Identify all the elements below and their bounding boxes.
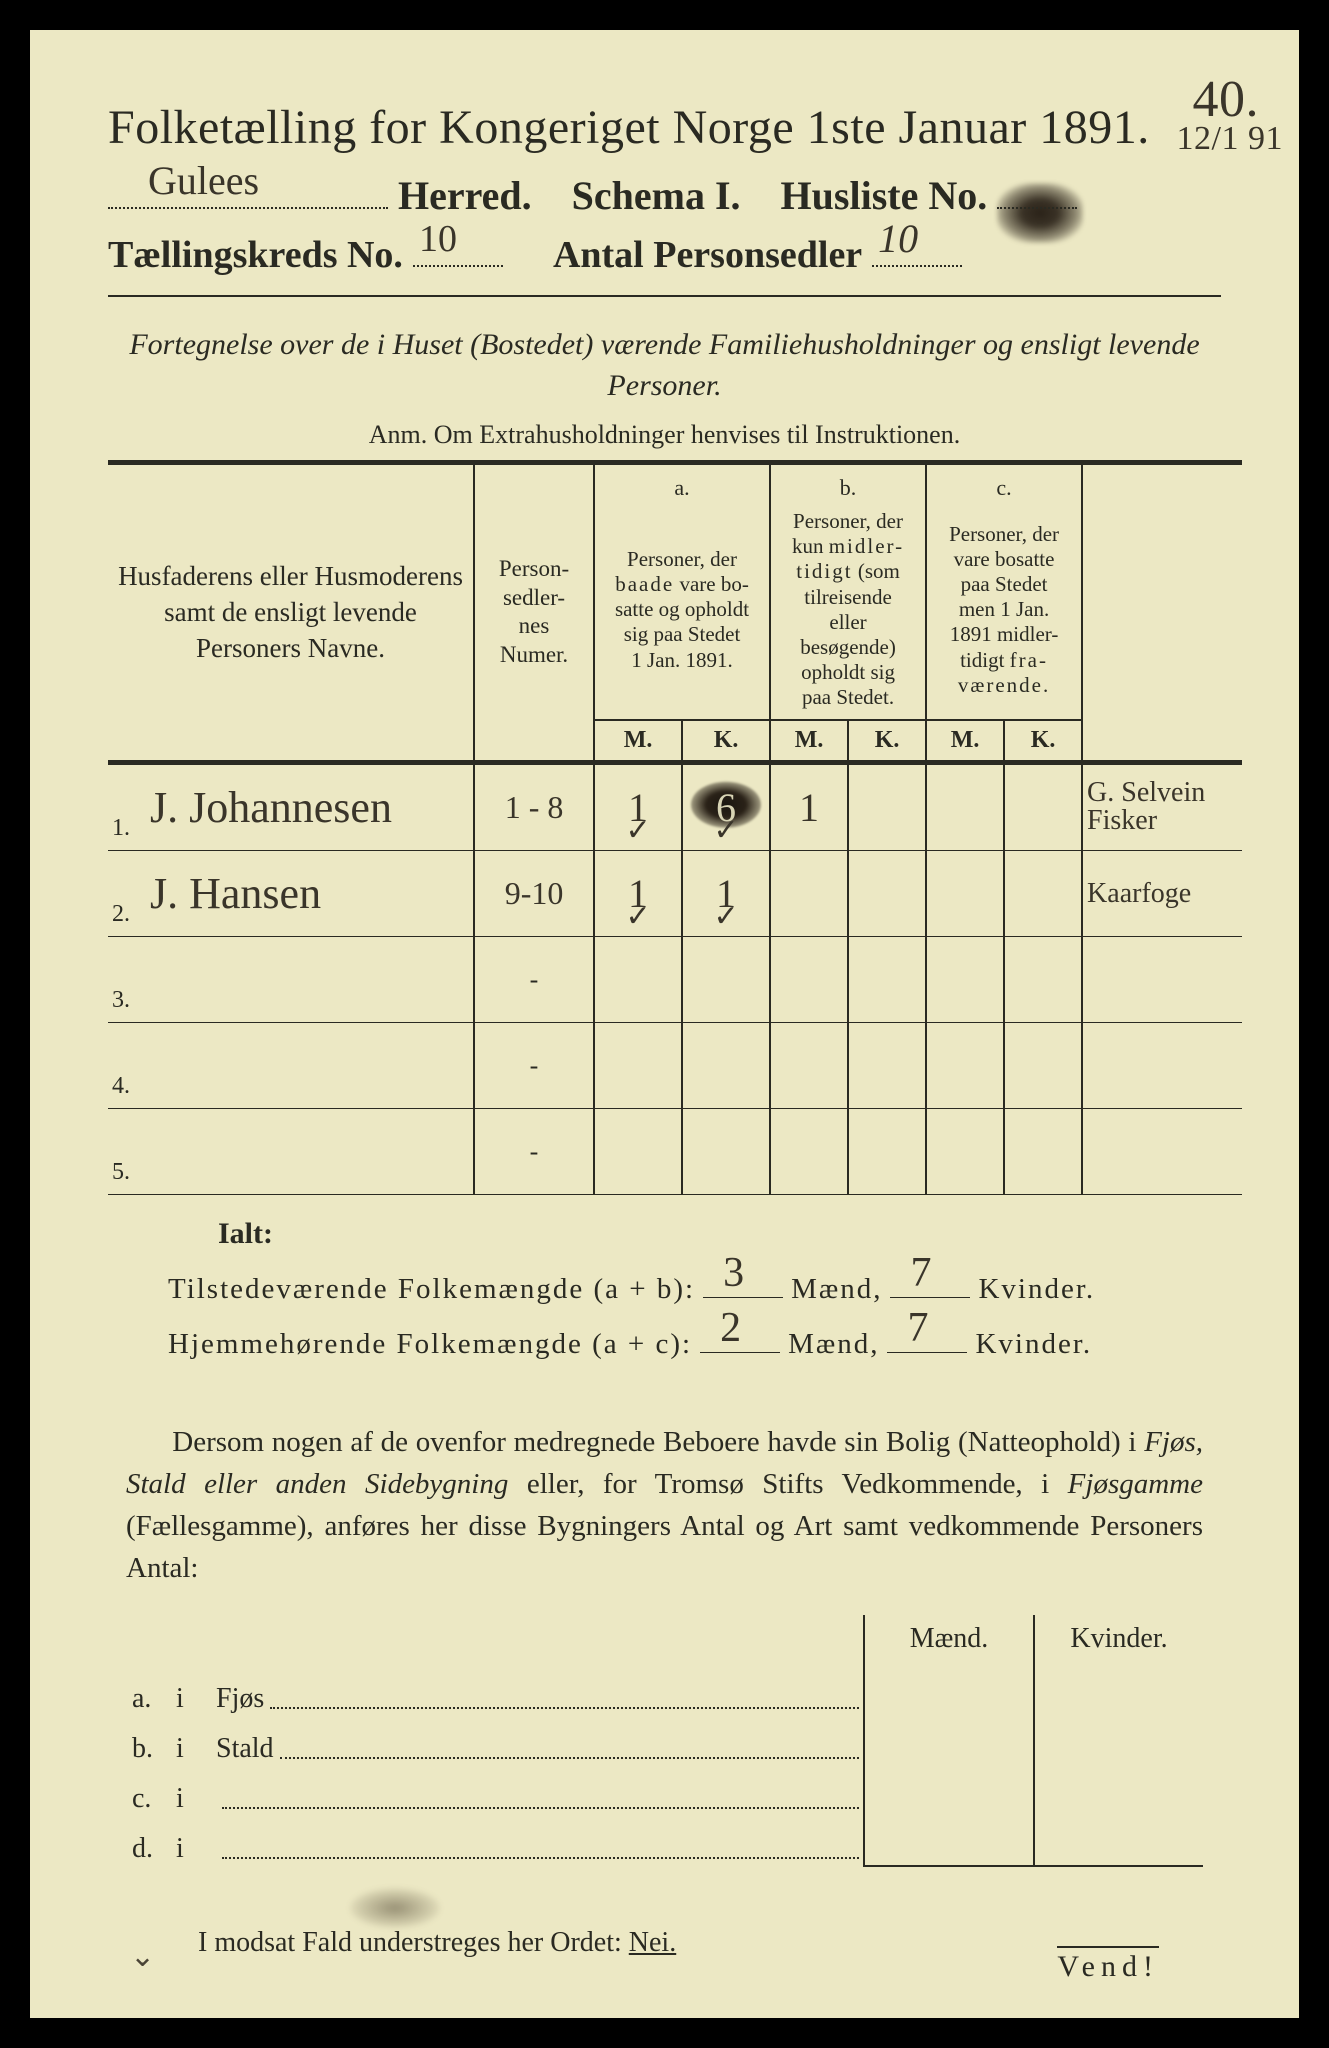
tot1-k-slot: 7 bbox=[890, 1269, 970, 1298]
anm-line: Anm. Om Extrahusholdninger henvises til … bbox=[369, 420, 960, 449]
modsat-line: I modsat Fald understreges her Ordet: Ne… bbox=[108, 1927, 1221, 1959]
tot2-m-slot: 2 bbox=[700, 1324, 780, 1353]
row-person: - bbox=[474, 1109, 594, 1195]
sub-row: c. i bbox=[126, 1765, 1203, 1815]
row-a-k: 1✓ bbox=[682, 851, 770, 937]
maend-label: Mænd, bbox=[791, 1273, 882, 1306]
row-num: 5. bbox=[108, 1109, 144, 1195]
col-header-names: Husfaderens eller Husmoderens samt de en… bbox=[108, 463, 474, 763]
total-line-2: Hjemmehørende Folkemængde (a + c): 2 Mæn… bbox=[168, 1324, 1221, 1361]
sub-hdr-k: Kvinder. bbox=[1033, 1615, 1203, 1665]
row-b-m: 1 bbox=[770, 765, 848, 851]
row-b-k bbox=[848, 851, 926, 937]
table-row: 2. J. Hansen 9-10 1✓ 1✓ Kaarfoge bbox=[108, 851, 1242, 937]
tot1-label: Tilstedeværende Folkemængde (a + b): bbox=[168, 1273, 695, 1306]
row-person: - bbox=[474, 937, 594, 1023]
row-note: G. Selvein Fisker bbox=[1082, 765, 1242, 851]
sub-row: d. i bbox=[126, 1815, 1203, 1865]
kreds-value: 10 bbox=[419, 217, 457, 261]
row-person: 9-10 bbox=[474, 851, 594, 937]
paragraph: Dersom nogen af de ovenfor medregnede Be… bbox=[108, 1421, 1221, 1589]
sub-header: Mænd. Kvinder. bbox=[126, 1615, 1203, 1665]
row-note: Kaarfoge bbox=[1082, 851, 1242, 937]
row-num: 4. bbox=[108, 1023, 144, 1109]
row-b-k bbox=[848, 765, 926, 851]
sub-table: Mænd. Kvinder. a. i Fjøs b. i Stald c. i… bbox=[108, 1615, 1221, 1867]
intro-line: Fortegnelse over de i Huset (Bostedet) v… bbox=[129, 328, 1199, 402]
divider bbox=[108, 295, 1221, 297]
sub-row: b. i Stald bbox=[126, 1715, 1203, 1765]
col-b-text: Personer, derkun midler-tidigt (somtilre… bbox=[770, 505, 926, 720]
kvinder-label: Kvinder. bbox=[975, 1328, 1092, 1361]
row-a-m: 1✓ bbox=[594, 765, 682, 851]
kvinder-label: Kvinder. bbox=[978, 1273, 1095, 1306]
annotation-text: Anm. Om Extrahusholdninger henvises til … bbox=[108, 420, 1221, 450]
antal-field: 10 bbox=[872, 229, 962, 267]
herred-value: Gulees bbox=[148, 157, 259, 204]
row-name bbox=[144, 937, 474, 1023]
row-person: - bbox=[474, 1023, 594, 1109]
col-header-person: Person-sedler-nesNumer. bbox=[474, 463, 594, 763]
mk-b-m: M. bbox=[770, 720, 848, 763]
kreds-label: Tællingskreds No. bbox=[108, 233, 403, 277]
row-num: 1. bbox=[108, 765, 144, 851]
title-text: Folketælling for Kongeriget Norge 1ste J… bbox=[108, 101, 1150, 154]
row-name: J. Hansen bbox=[144, 851, 474, 937]
table-row: 1. J. Johannesen 1 - 8 1✓ 6✓ 1 G. Selvei… bbox=[108, 765, 1242, 851]
vend-label: Vend! bbox=[1057, 1946, 1159, 1984]
antal-label: Antal Personsedler bbox=[553, 233, 862, 277]
mk-a-k: K. bbox=[682, 720, 770, 763]
col-a-label: a. bbox=[594, 463, 770, 506]
col-a-text: Personer, der baade vare bo-satte og oph… bbox=[594, 505, 770, 720]
table-row: 4. - bbox=[108, 1023, 1242, 1109]
table-row: 5. - bbox=[108, 1109, 1242, 1195]
kreds-field: 10 bbox=[413, 229, 503, 267]
intro-text: Fortegnelse over de i Huset (Bostedet) v… bbox=[108, 325, 1221, 406]
col-c-text: Personer, dervare bosattepaa Stedetmen 1… bbox=[926, 505, 1082, 720]
row-a-m: 1✓ bbox=[594, 851, 682, 937]
row-num: 3. bbox=[108, 937, 144, 1023]
tot1-m-slot: 3 bbox=[703, 1269, 783, 1298]
col-b-label: b. bbox=[770, 463, 926, 506]
mk-c-k: K. bbox=[1004, 720, 1082, 763]
row-b-m bbox=[770, 851, 848, 937]
tot2-k-slot: 7 bbox=[887, 1324, 967, 1353]
schema-label: Schema I. bbox=[572, 172, 741, 219]
row-person: 1 - 8 bbox=[474, 765, 594, 851]
col-blank bbox=[1082, 463, 1242, 763]
mk-a-m: M. bbox=[594, 720, 682, 763]
row-c-k bbox=[1004, 765, 1082, 851]
maend-label: Mænd, bbox=[788, 1328, 879, 1361]
stain bbox=[350, 1888, 440, 1928]
hw-date: 12/1 91 bbox=[1177, 120, 1283, 158]
row-c-m bbox=[926, 765, 1004, 851]
main-table: Husfaderens eller Husmoderens samt de en… bbox=[108, 460, 1242, 1195]
sub-row: a. i Fjøs bbox=[126, 1665, 1203, 1715]
tot2-label: Hjemmehørende Folkemængde (a + c): bbox=[168, 1328, 692, 1361]
table-row: 3. - bbox=[108, 937, 1242, 1023]
total-line-1: Tilstedeværende Folkemængde (a + b): 3 M… bbox=[168, 1269, 1221, 1306]
col-c-label: c. bbox=[926, 463, 1082, 506]
header-row-2: Gulees Herred. Schema I. Husliste No. bbox=[108, 169, 1221, 219]
herred-field: Gulees bbox=[108, 169, 388, 209]
row-num: 2. bbox=[108, 851, 144, 937]
census-form-page: Folketælling for Kongeriget Norge 1ste J… bbox=[30, 30, 1299, 2018]
corner-mark: ⌄ bbox=[130, 1939, 155, 1974]
row-c-k bbox=[1004, 851, 1082, 937]
page-title: Folketælling for Kongeriget Norge 1ste J… bbox=[108, 100, 1221, 155]
husliste-label: Husliste No. bbox=[781, 172, 988, 219]
row-name: J. Johannesen bbox=[144, 765, 474, 851]
ialt-label: Ialt: bbox=[218, 1217, 1221, 1251]
mk-b-k: K. bbox=[848, 720, 926, 763]
row-a-k: 6✓ bbox=[682, 765, 770, 851]
herred-label: Herred. bbox=[398, 172, 532, 219]
antal-value: 10 bbox=[878, 215, 918, 262]
row-c-m bbox=[926, 851, 1004, 937]
nei-word: Nei. bbox=[629, 1927, 676, 1958]
sub-hdr-m: Mænd. bbox=[863, 1615, 1033, 1665]
mk-c-m: M. bbox=[926, 720, 1004, 763]
